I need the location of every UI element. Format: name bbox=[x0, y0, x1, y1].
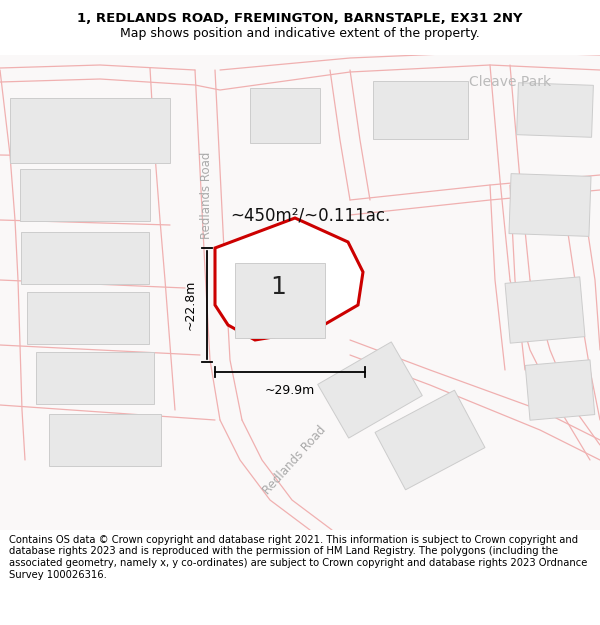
Text: Cleave Park: Cleave Park bbox=[469, 75, 551, 89]
Bar bbox=[525, 360, 595, 420]
Text: Redlands Road: Redlands Road bbox=[200, 151, 214, 239]
Bar bbox=[505, 277, 585, 343]
Bar bbox=[36, 352, 154, 404]
Text: ~22.8m: ~22.8m bbox=[184, 280, 197, 330]
Bar bbox=[509, 174, 591, 236]
Text: 1: 1 bbox=[270, 275, 286, 299]
Bar bbox=[10, 98, 170, 162]
Bar bbox=[375, 390, 485, 490]
Bar bbox=[235, 262, 325, 338]
Text: ~450m²/~0.111ac.: ~450m²/~0.111ac. bbox=[230, 206, 390, 224]
Text: 1, REDLANDS ROAD, FREMINGTON, BARNSTAPLE, EX31 2NY: 1, REDLANDS ROAD, FREMINGTON, BARNSTAPLE… bbox=[77, 12, 523, 25]
Bar bbox=[20, 169, 150, 221]
Bar bbox=[250, 88, 320, 142]
Bar bbox=[317, 342, 422, 438]
Bar bbox=[49, 414, 161, 466]
Bar bbox=[27, 292, 149, 344]
Text: ~29.9m: ~29.9m bbox=[265, 384, 315, 397]
Bar bbox=[373, 81, 467, 139]
Text: Contains OS data © Crown copyright and database right 2021. This information is : Contains OS data © Crown copyright and d… bbox=[9, 535, 587, 580]
Polygon shape bbox=[215, 218, 363, 340]
Bar bbox=[21, 232, 149, 284]
Text: Redlands Road: Redlands Road bbox=[261, 423, 329, 497]
Bar bbox=[517, 82, 593, 138]
Text: Map shows position and indicative extent of the property.: Map shows position and indicative extent… bbox=[120, 27, 480, 39]
